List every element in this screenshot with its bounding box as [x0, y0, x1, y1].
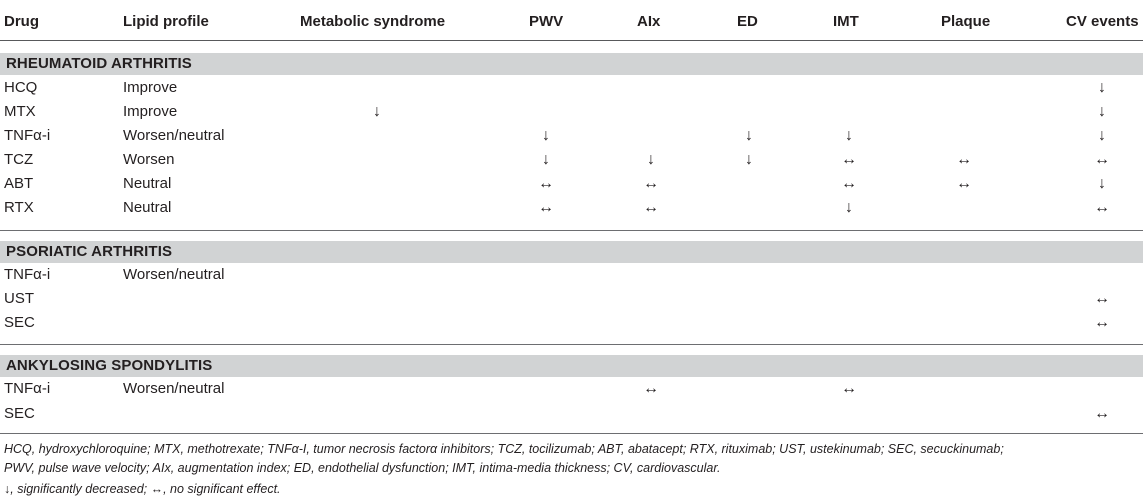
header-plaque: Plaque: [941, 13, 991, 30]
cell-imt: ↔: [841, 151, 857, 168]
cell-drug: TCZ: [4, 151, 34, 168]
header-imt: IMT: [833, 13, 859, 30]
cell-aix: ↓: [647, 151, 655, 168]
header-ed: ED: [737, 13, 758, 30]
header-cv-events: CV events: [1066, 13, 1139, 30]
cell-lipid: Improve: [123, 103, 178, 120]
cell-metabolic: ↓: [373, 103, 381, 120]
cell-cv: ↓: [1098, 175, 1106, 192]
section-divider: [0, 344, 1143, 345]
cell-cv: ↔: [1094, 405, 1110, 422]
cell-aix: ↔: [643, 380, 659, 397]
cell-cv: ↓: [1098, 127, 1106, 144]
cell-drug: UST: [4, 290, 34, 307]
cell-ed: ↓: [745, 127, 753, 144]
cell-drug: TNFα-i: [4, 266, 51, 283]
cell-plaque: ↔: [956, 175, 972, 192]
footnote-abbreviations-2: PWV, pulse wave velocity; AIx, augmentat…: [4, 461, 721, 475]
cell-aix: ↔: [643, 199, 659, 216]
cell-drug: TNFα-i: [4, 380, 51, 397]
section-header-rheumatoid-arthritis: RHEUMATOID ARTHRITIS: [0, 53, 1143, 75]
cell-pwv: ↓: [542, 127, 550, 144]
header-aix: AIx: [637, 13, 661, 30]
cell-imt: ↔: [841, 380, 857, 397]
cell-pwv: ↔: [538, 175, 554, 192]
section-header-ankylosing-spondylitis: ANKYLOSING SPONDYLITIS: [0, 355, 1143, 377]
section-header-psoriatic-arthritis: PSORIATIC ARTHRITIS: [0, 241, 1143, 263]
footnote-abbreviations-1: HCQ, hydroxychloroquine; MTX, methotrexa…: [4, 442, 1004, 456]
cell-ed: ↓: [745, 151, 753, 168]
header-divider: [0, 40, 1143, 41]
cell-cv: ↔: [1094, 314, 1110, 331]
cell-cv: ↔: [1094, 151, 1110, 168]
cell-drug: RTX: [4, 199, 34, 216]
cell-drug: SEC: [4, 314, 35, 331]
cell-cv: ↔: [1094, 290, 1110, 307]
cell-pwv: ↓: [542, 151, 550, 168]
cell-cv: ↔: [1094, 199, 1110, 216]
cell-drug: TNFα-i: [4, 127, 51, 144]
header-metabolic-syndrome: Metabolic syndrome: [300, 13, 446, 30]
cell-lipid: Neutral: [123, 175, 172, 192]
cell-plaque: ↔: [956, 151, 972, 168]
cell-imt: ↓: [845, 199, 853, 216]
cell-lipid: Worsen: [123, 151, 175, 168]
section-title: ANKYLOSING SPONDYLITIS: [6, 357, 213, 374]
cell-lipid: Neutral: [123, 199, 172, 216]
cell-lipid: Worsen/neutral: [123, 266, 225, 283]
cell-aix: ↔: [643, 175, 659, 192]
cell-drug: ABT: [4, 175, 34, 192]
cell-lipid: Worsen/neutral: [123, 380, 225, 397]
cell-cv: ↓: [1098, 79, 1106, 96]
cell-imt: ↔: [841, 175, 857, 192]
cell-pwv: ↔: [538, 199, 554, 216]
cell-lipid: Worsen/neutral: [123, 127, 225, 144]
section-divider: [0, 230, 1143, 231]
footnote-symbols: ↓, significantly decreased; ↔, no signif…: [4, 482, 281, 496]
cell-imt: ↓: [845, 127, 853, 144]
header-pwv: PWV: [529, 13, 564, 30]
header-lipid-profile: Lipid profile: [123, 13, 209, 30]
cell-drug: SEC: [4, 405, 35, 422]
table-bottom-rule: [0, 433, 1143, 434]
cell-cv: ↓: [1098, 103, 1106, 120]
section-title: PSORIATIC ARTHRITIS: [6, 243, 173, 260]
section-title: RHEUMATOID ARTHRITIS: [6, 55, 192, 72]
cell-drug: MTX: [4, 103, 36, 120]
header-drug: Drug: [4, 13, 39, 30]
cell-lipid: Improve: [123, 79, 178, 96]
cell-drug: HCQ: [4, 79, 38, 96]
